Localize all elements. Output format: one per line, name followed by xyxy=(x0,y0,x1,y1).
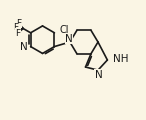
Text: N: N xyxy=(65,34,73,44)
Text: F: F xyxy=(14,23,19,32)
Text: N: N xyxy=(95,69,103,80)
Text: NH: NH xyxy=(113,54,128,64)
Text: Cl: Cl xyxy=(59,25,69,36)
Text: F: F xyxy=(16,19,21,28)
Text: F: F xyxy=(15,29,20,38)
Text: N: N xyxy=(20,42,28,52)
